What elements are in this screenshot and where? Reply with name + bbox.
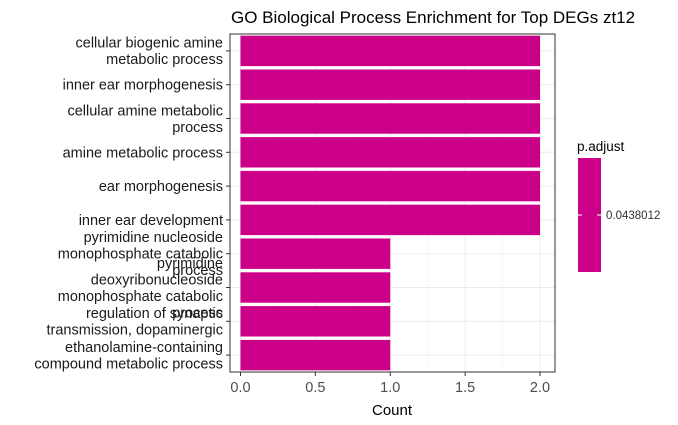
plot-panel — [229, 33, 556, 373]
x-axis-title: Count — [372, 402, 413, 419]
x-tick-label: 2.0 — [530, 380, 550, 396]
y-tick-label: inner ear morphogenesis — [63, 78, 223, 94]
y-tick-label: deoxyribonucleoside — [91, 272, 223, 288]
x-tick-label: 0.5 — [305, 380, 325, 396]
bar — [240, 306, 391, 337]
y-tick-label: pyrimidine — [157, 256, 223, 272]
bar — [240, 69, 541, 100]
y-tick-label: ethanolamine-containing — [65, 340, 223, 356]
y-tick-label: metabolic process — [106, 52, 223, 68]
bar — [240, 35, 541, 67]
y-tick-label: cellular amine metabolic — [67, 103, 223, 119]
y-tick-label: transmission, dopaminergic — [47, 323, 224, 339]
y-tick-label: compound metabolic process — [34, 356, 223, 372]
y-tick-label: monophosphate catabolic — [58, 247, 223, 263]
bar — [240, 238, 391, 269]
colorbar-tick-label: 0.0438012 — [606, 210, 660, 222]
y-tick-label: amine metabolic process — [63, 145, 223, 161]
colorbar — [578, 158, 601, 272]
legend-title: p.adjust — [577, 139, 625, 154]
bar — [240, 204, 541, 236]
x-tick-label: 1.5 — [455, 380, 475, 396]
y-tick-label: ear morphogenesis — [99, 179, 223, 195]
bar — [240, 170, 541, 202]
x-tick-label: 0.0 — [230, 380, 250, 396]
y-tick-label: regulation of synaptic — [86, 306, 223, 322]
panel-border — [229, 33, 556, 373]
y-tick-label: pyrimidine nucleoside — [84, 230, 223, 246]
bar — [240, 137, 541, 168]
legend: p.adjust 0.0438012 — [577, 139, 660, 272]
y-tick-label: cellular biogenic amine — [76, 36, 224, 52]
chart-title: GO Biological Process Enrichment for Top… — [231, 8, 635, 27]
bar — [240, 339, 391, 371]
bar — [240, 103, 541, 134]
x-tick-label: 1.0 — [380, 380, 400, 396]
bar — [240, 272, 391, 303]
y-tick-label: process — [172, 305, 223, 321]
y-tick-label: inner ear development — [79, 213, 223, 229]
x-axis: 0.0 0.5 1.0 1.5 2.0 — [230, 372, 550, 396]
y-tick-label: process — [172, 120, 223, 136]
y-tick-label: process — [172, 263, 223, 279]
y-tick-label: monophosphate catabolic — [58, 289, 223, 305]
